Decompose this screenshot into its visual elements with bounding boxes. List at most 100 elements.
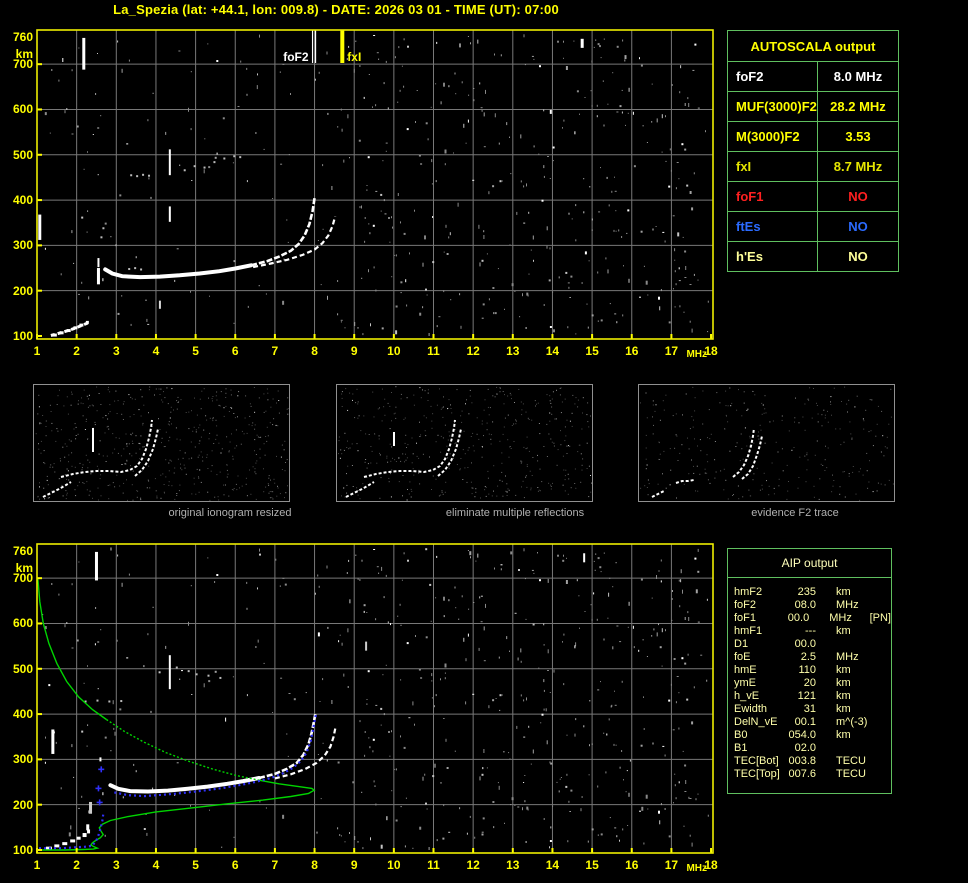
y-axis-label: 300 bbox=[12, 238, 33, 253]
aip-row: foF1 00.0 MHz [PN] bbox=[734, 612, 891, 625]
x-axis-label: 3 bbox=[112, 344, 120, 358]
top-ionogram: foF2 fxI bbox=[36, 29, 714, 340]
y-axis-label: 700 bbox=[12, 571, 33, 586]
x-axis-label: 5 bbox=[192, 344, 199, 358]
thumbnail-caption: original ionogram resized bbox=[168, 507, 292, 519]
aip-row: foE 2.5 MHz bbox=[734, 651, 891, 664]
x-axis-label: 18 bbox=[704, 344, 718, 358]
aip-row: Ewidth 31 km bbox=[734, 703, 891, 716]
autoscala-row: fxI 8.7 MHz bbox=[727, 151, 899, 182]
autoscala-row: M(3000)F2 3.53 bbox=[727, 121, 899, 152]
x-axis-label: 14 bbox=[545, 858, 560, 872]
y-axis-label: 760 bbox=[12, 544, 33, 558]
parameter-name: B1 bbox=[734, 742, 748, 754]
parameter-value: NO bbox=[817, 211, 899, 242]
x-axis-label: 15 bbox=[585, 858, 599, 872]
y-axis-label: 600 bbox=[12, 102, 33, 117]
x-axis-label: 7 bbox=[271, 858, 279, 872]
y-axis-label: km bbox=[15, 561, 33, 576]
x-axis-label: 5 bbox=[192, 858, 199, 872]
x-axis-label: 13 bbox=[506, 344, 520, 358]
x-axis-label: 8 bbox=[311, 858, 318, 872]
aip-table-title: AIP output bbox=[728, 549, 891, 578]
parameter-value: 00.0 bbox=[794, 638, 816, 650]
parameter-unit: km bbox=[836, 586, 851, 598]
x-axis-label: 10 bbox=[387, 858, 401, 872]
parameter-note: [PN] bbox=[869, 612, 891, 624]
autoscala-row: ftEs NO bbox=[727, 211, 899, 242]
y-axis-label: 400 bbox=[12, 193, 33, 208]
parameter-name: foF1 bbox=[727, 181, 818, 212]
thumbnail-caption: evidence F2 trace bbox=[751, 507, 839, 519]
x-axis-label: 1 bbox=[33, 858, 41, 872]
thumbnail-panel bbox=[638, 384, 895, 502]
page-title: La_Spezia (lat: +44.1, lon: 009.8) - DAT… bbox=[113, 2, 559, 17]
parameter-unit: MHz bbox=[836, 599, 859, 611]
aip-row: hmF1 --- km bbox=[734, 625, 891, 638]
parameter-value: 28.2 MHz bbox=[817, 91, 899, 122]
y-axis-label: km bbox=[15, 47, 33, 62]
bottom-ionogram bbox=[36, 543, 714, 854]
y-axis-label: 200 bbox=[12, 283, 33, 298]
x-axis-label: 12 bbox=[466, 858, 480, 872]
x-axis-label: 13 bbox=[506, 858, 520, 872]
aip-output-table: AIP output hmF2 235 km foF2 08.0 MHz foF1 00.0 M… bbox=[727, 548, 892, 794]
x-axis-label: 7 bbox=[271, 344, 279, 358]
parameter-name: h_vE bbox=[734, 690, 760, 702]
aip-row: TEC[Top] 007.6 TECU bbox=[734, 768, 891, 781]
parameter-value: NO bbox=[817, 181, 899, 212]
parameter-unit: km bbox=[836, 729, 851, 741]
parameter-value: 08.0 bbox=[794, 599, 816, 611]
x-axis-label: 2 bbox=[73, 858, 80, 872]
parameter-value: 121 bbox=[797, 690, 816, 702]
y-axis-label: 100 bbox=[12, 328, 33, 343]
x-axis-label: 11 bbox=[427, 858, 440, 872]
aip-row: TEC[Bot] 003.8 TECU bbox=[734, 755, 891, 768]
x-axis-label: 18 bbox=[704, 858, 718, 872]
parameter-name: TEC[Top] bbox=[734, 768, 780, 780]
parameter-unit: MHz bbox=[829, 612, 852, 624]
autoscala-row: MUF(3000)F2 28.2 MHz bbox=[727, 91, 899, 122]
parameter-name: M(3000)F2 bbox=[727, 121, 818, 152]
parameter-name: DelN_vE bbox=[734, 716, 778, 728]
parameter-name: fxI bbox=[727, 151, 818, 182]
parameter-unit bbox=[836, 742, 880, 755]
parameter-value: 00.0 bbox=[787, 612, 810, 624]
x-axis-label: 12 bbox=[466, 344, 480, 358]
parameter-name: foE bbox=[734, 651, 751, 663]
x-axis-unit-label: MHz bbox=[686, 349, 708, 360]
x-axis-label: 16 bbox=[625, 858, 639, 872]
x-axis-label: 10 bbox=[387, 344, 401, 358]
parameter-name: foF1 bbox=[734, 612, 757, 624]
x-axis-label: 14 bbox=[545, 344, 560, 358]
y-axis-label: 200 bbox=[12, 797, 33, 812]
parameter-name: foF2 bbox=[734, 599, 757, 611]
thumbnail-panel bbox=[33, 384, 290, 502]
x-axis-label: 9 bbox=[350, 344, 358, 358]
parameter-unit: km bbox=[836, 625, 851, 637]
parameter-value: 110 bbox=[798, 664, 816, 676]
x-axis-label: 11 bbox=[427, 344, 440, 358]
parameter-value: 20 bbox=[803, 677, 816, 689]
thumbnail-caption: eliminate multiple reflections bbox=[445, 507, 585, 519]
thumbnail-panel bbox=[336, 384, 593, 502]
x-axis-label: 2 bbox=[73, 344, 80, 358]
aip-row: B1 02.0 bbox=[734, 742, 891, 755]
x-axis-label: 6 bbox=[231, 344, 239, 358]
parameter-name: Ewidth bbox=[734, 703, 768, 715]
parameter-name: hmF1 bbox=[734, 625, 763, 637]
parameter-unit: m^(-3) bbox=[836, 716, 868, 728]
x-axis-label: 3 bbox=[112, 858, 120, 872]
parameter-unit: km bbox=[836, 703, 851, 715]
parameter-name: foF2 bbox=[727, 61, 818, 92]
parameter-name: D1 bbox=[734, 638, 749, 650]
y-axis-label: 400 bbox=[12, 707, 33, 722]
parameter-name: ymE bbox=[734, 677, 756, 689]
parameter-value: 3.53 bbox=[817, 121, 899, 152]
parameter-name: MUF(3000)F2 bbox=[727, 91, 818, 122]
x-axis-label: 9 bbox=[350, 858, 358, 872]
parameter-value: 8.7 MHz bbox=[817, 151, 899, 182]
parameter-name: hmF2 bbox=[734, 586, 763, 598]
x-axis-label: 15 bbox=[585, 344, 599, 358]
